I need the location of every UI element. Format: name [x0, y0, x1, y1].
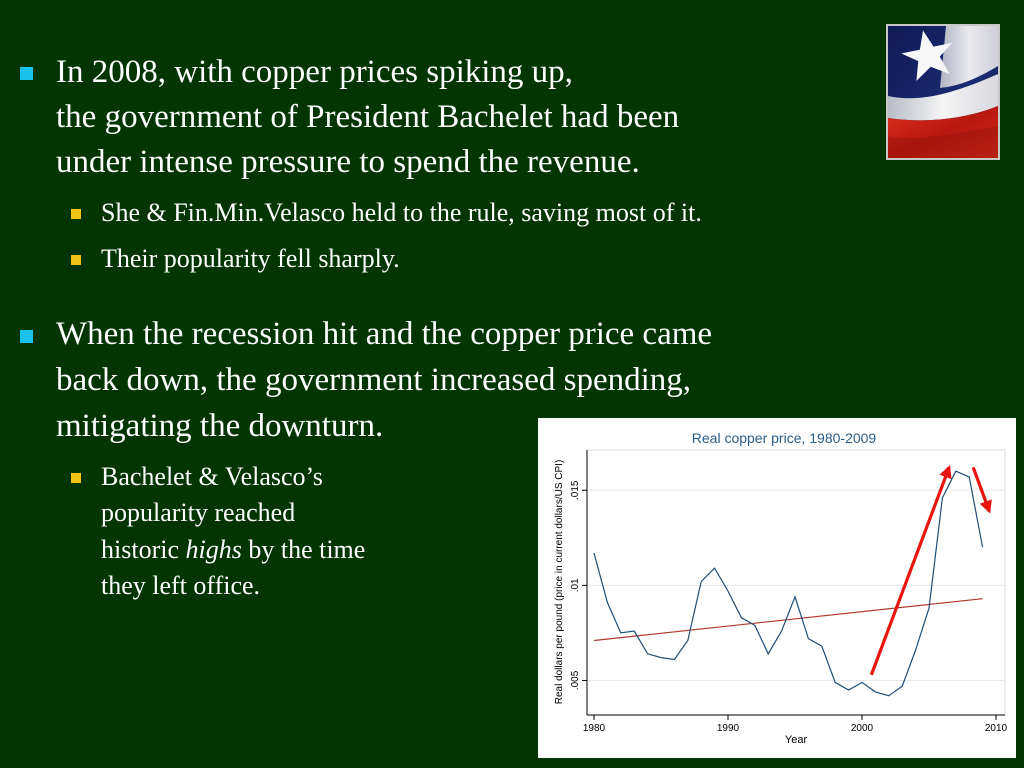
chart-title: Real copper price, 1980-2009 — [692, 430, 877, 446]
y-tick-label: .005 — [570, 670, 581, 690]
emphasis-highs: highs — [185, 535, 242, 564]
sub-bullet-marker — [71, 255, 81, 265]
x-axis-label: Year — [785, 734, 808, 746]
bullet-1-line-2: the government of President Bachelet had… — [56, 99, 680, 135]
grid-lines — [587, 489, 1005, 681]
x-tick-label: 1980 — [583, 723, 606, 734]
bullet-marker — [20, 330, 33, 343]
bullet-marker — [20, 67, 33, 80]
sub-bullet-3-line-1: Bachelet & Velasco’s — [101, 462, 323, 491]
axes — [586, 450, 1005, 716]
sub-bullet-1: She & Fin.Min.Velasco held to the rule, … — [101, 198, 702, 227]
annotation-arrows — [869, 465, 992, 676]
bullet-2-line-1: When the recession hit and the copper pr… — [56, 316, 713, 352]
x-tick-label: 2000 — [851, 723, 874, 734]
sub-bullet-3-line-2: popularity reached — [101, 498, 296, 527]
bullet-1-line-3: under intense pressure to spend the reve… — [56, 144, 640, 180]
sub-bullet-3-line-3: historic highs by the time — [101, 531, 365, 568]
sub-bullet-2: Their popularity fell sharply. — [101, 244, 400, 273]
sub-bullet-3-line-3-pre: historic — [101, 535, 186, 564]
y-ticks: .005 .01 .015 — [570, 480, 587, 690]
chile-flag-icon — [886, 24, 1000, 160]
copper-price-line — [593, 470, 984, 697]
plot-region — [586, 449, 1006, 716]
red-arrow — [971, 466, 992, 514]
sub-bullet-marker — [71, 209, 81, 219]
y-tick-label: .015 — [570, 480, 581, 500]
bullet-1-line-1: In 2008, with copper prices spiking up, — [56, 54, 573, 90]
y-tick-label: .01 — [570, 578, 581, 592]
y-axis-label: Real dollars per pound (price in current… — [554, 460, 565, 705]
sub-bullet-3-line-3-post: by the time — [241, 535, 366, 564]
series-group — [593, 470, 984, 697]
bullet-2-line-2: back down, the government increased spen… — [56, 362, 692, 398]
sub-bullet-marker — [71, 473, 81, 483]
red-arrow — [869, 465, 952, 676]
bullet-2-line-3: mitigating the downturn. — [56, 408, 384, 444]
x-tick-label: 1990 — [717, 723, 740, 734]
trend-line — [593, 598, 983, 642]
x-ticks: 1980 1990 2000 2010 — [583, 715, 1008, 734]
x-tick-label: 2010 — [985, 723, 1008, 734]
copper-price-chart: Real copper price, 1980-2009 1980 1990 200… — [538, 418, 1016, 758]
chart-svg: Real copper price, 1980-2009 1980 1990 200… — [538, 418, 1016, 758]
sub-bullet-3-line-4: they left office. — [101, 571, 261, 600]
trend-line-group — [593, 598, 983, 642]
